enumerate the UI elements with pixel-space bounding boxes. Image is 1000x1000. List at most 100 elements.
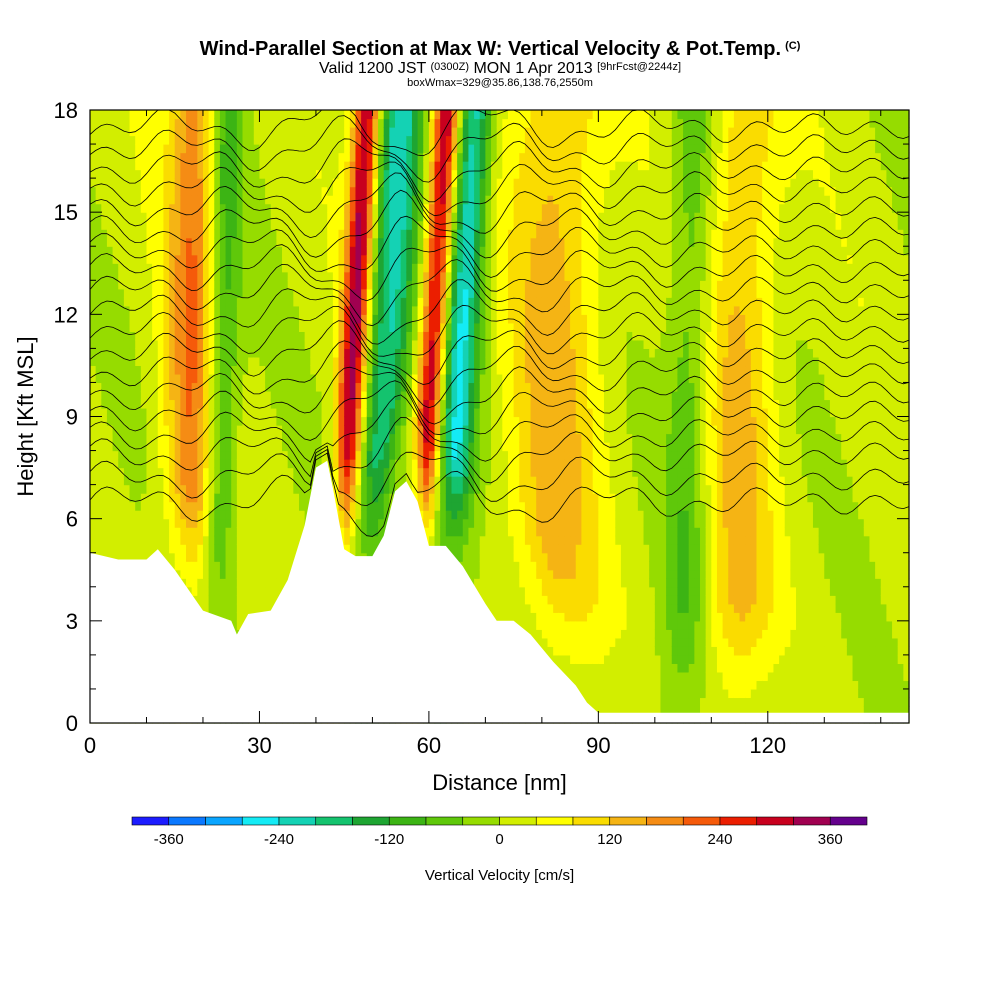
velocity-cell (231, 399, 238, 409)
velocity-cell (282, 365, 289, 375)
velocity-cell (146, 152, 153, 162)
velocity-cell (157, 118, 165, 128)
velocity-cell (468, 535, 475, 545)
box-info: boxWmax=329@35.86,138.76,2550m (407, 77, 593, 89)
velocity-cell (157, 297, 165, 307)
velocity-cell (259, 212, 266, 222)
velocity-cell (259, 544, 266, 554)
velocity-cell (315, 331, 323, 341)
velocity-cell (225, 161, 232, 171)
velocity-cell (123, 365, 131, 375)
velocity-cell (355, 288, 362, 298)
velocity-cell (106, 518, 114, 528)
velocity-cell (417, 186, 424, 196)
velocity-cell (451, 271, 458, 281)
velocity-cell (451, 527, 458, 537)
velocity-cell (372, 195, 379, 205)
velocity-cell (366, 314, 374, 324)
velocity-cell (383, 297, 390, 307)
velocity-cell (157, 178, 165, 188)
velocity-cell (304, 390, 311, 401)
velocity-cell (417, 237, 424, 247)
velocity-cell (474, 110, 481, 120)
velocity-cell (417, 433, 424, 443)
velocity-cell (129, 407, 136, 418)
velocity-cell (315, 399, 323, 409)
velocity-cell (225, 356, 232, 367)
velocity-cell (265, 467, 272, 477)
velocity-cell (389, 161, 396, 171)
velocity-cell (152, 331, 159, 341)
velocity-cell (315, 118, 323, 128)
velocity-cell (344, 152, 351, 162)
velocity-cell (406, 280, 413, 290)
velocity-cell (423, 118, 430, 128)
velocity-cell (406, 297, 413, 307)
velocity-cell (123, 246, 131, 256)
velocity-cell (129, 527, 136, 537)
velocity-cell (242, 425, 249, 435)
velocity-cell (474, 348, 481, 358)
velocity-cell (123, 476, 131, 486)
velocity-cell (344, 322, 351, 332)
velocity-cell (112, 220, 119, 230)
velocity-cell (95, 501, 102, 511)
velocity-cell (270, 305, 277, 315)
velocity-cell (451, 161, 458, 171)
velocity-cell (106, 399, 114, 409)
velocity-cell (225, 578, 232, 588)
velocity-cell (169, 246, 176, 256)
velocity-cell (112, 467, 119, 477)
velocity-cell (219, 297, 227, 307)
velocity-cell (440, 399, 447, 409)
velocity-cell (169, 322, 176, 332)
velocity-cell (389, 263, 396, 273)
velocity-cell (191, 263, 198, 273)
velocity-cell (146, 263, 153, 273)
velocity-cell (457, 476, 464, 486)
velocity-cell (349, 254, 357, 264)
velocity-cell (157, 339, 165, 349)
velocity-cell (304, 305, 311, 315)
velocity-cell (106, 297, 114, 307)
velocity-cell (395, 118, 402, 128)
velocity-cell (236, 339, 244, 349)
velocity-cell (383, 399, 390, 409)
velocity-cell (321, 450, 328, 460)
velocity-cell (123, 178, 131, 188)
velocity-cell (186, 254, 193, 264)
velocity-cell (440, 220, 447, 230)
velocity-cell (157, 186, 165, 196)
velocity-cell (378, 195, 385, 205)
velocity-cell (270, 110, 277, 120)
velocity-cell (242, 527, 249, 537)
velocity-cell (163, 314, 170, 324)
velocity-cell (434, 246, 441, 256)
velocity-cell (248, 518, 255, 528)
velocity-cell (242, 612, 249, 622)
velocity-cell (474, 373, 481, 384)
velocity-cell (349, 501, 357, 511)
velocity-cell (372, 246, 379, 256)
velocity-cell (146, 348, 153, 358)
velocity-cell (366, 425, 374, 435)
velocity-cell (276, 390, 283, 401)
velocity-cell (157, 365, 165, 375)
velocity-cell (146, 135, 153, 145)
velocity-cell (462, 110, 470, 120)
velocity-cell (366, 203, 374, 213)
velocity-cell (451, 356, 458, 367)
velocity-cell (259, 407, 266, 418)
velocity-cell (219, 484, 227, 494)
velocity-cell (434, 152, 441, 162)
velocity-cell (338, 450, 345, 460)
velocity-cell (457, 535, 464, 545)
velocity-cell (428, 169, 436, 179)
velocity-cell (400, 373, 407, 384)
velocity-cell (225, 501, 232, 511)
velocity-cell (180, 552, 187, 562)
velocity-cell (361, 484, 368, 494)
velocity-cell (462, 280, 470, 290)
velocity-cell (468, 271, 475, 281)
